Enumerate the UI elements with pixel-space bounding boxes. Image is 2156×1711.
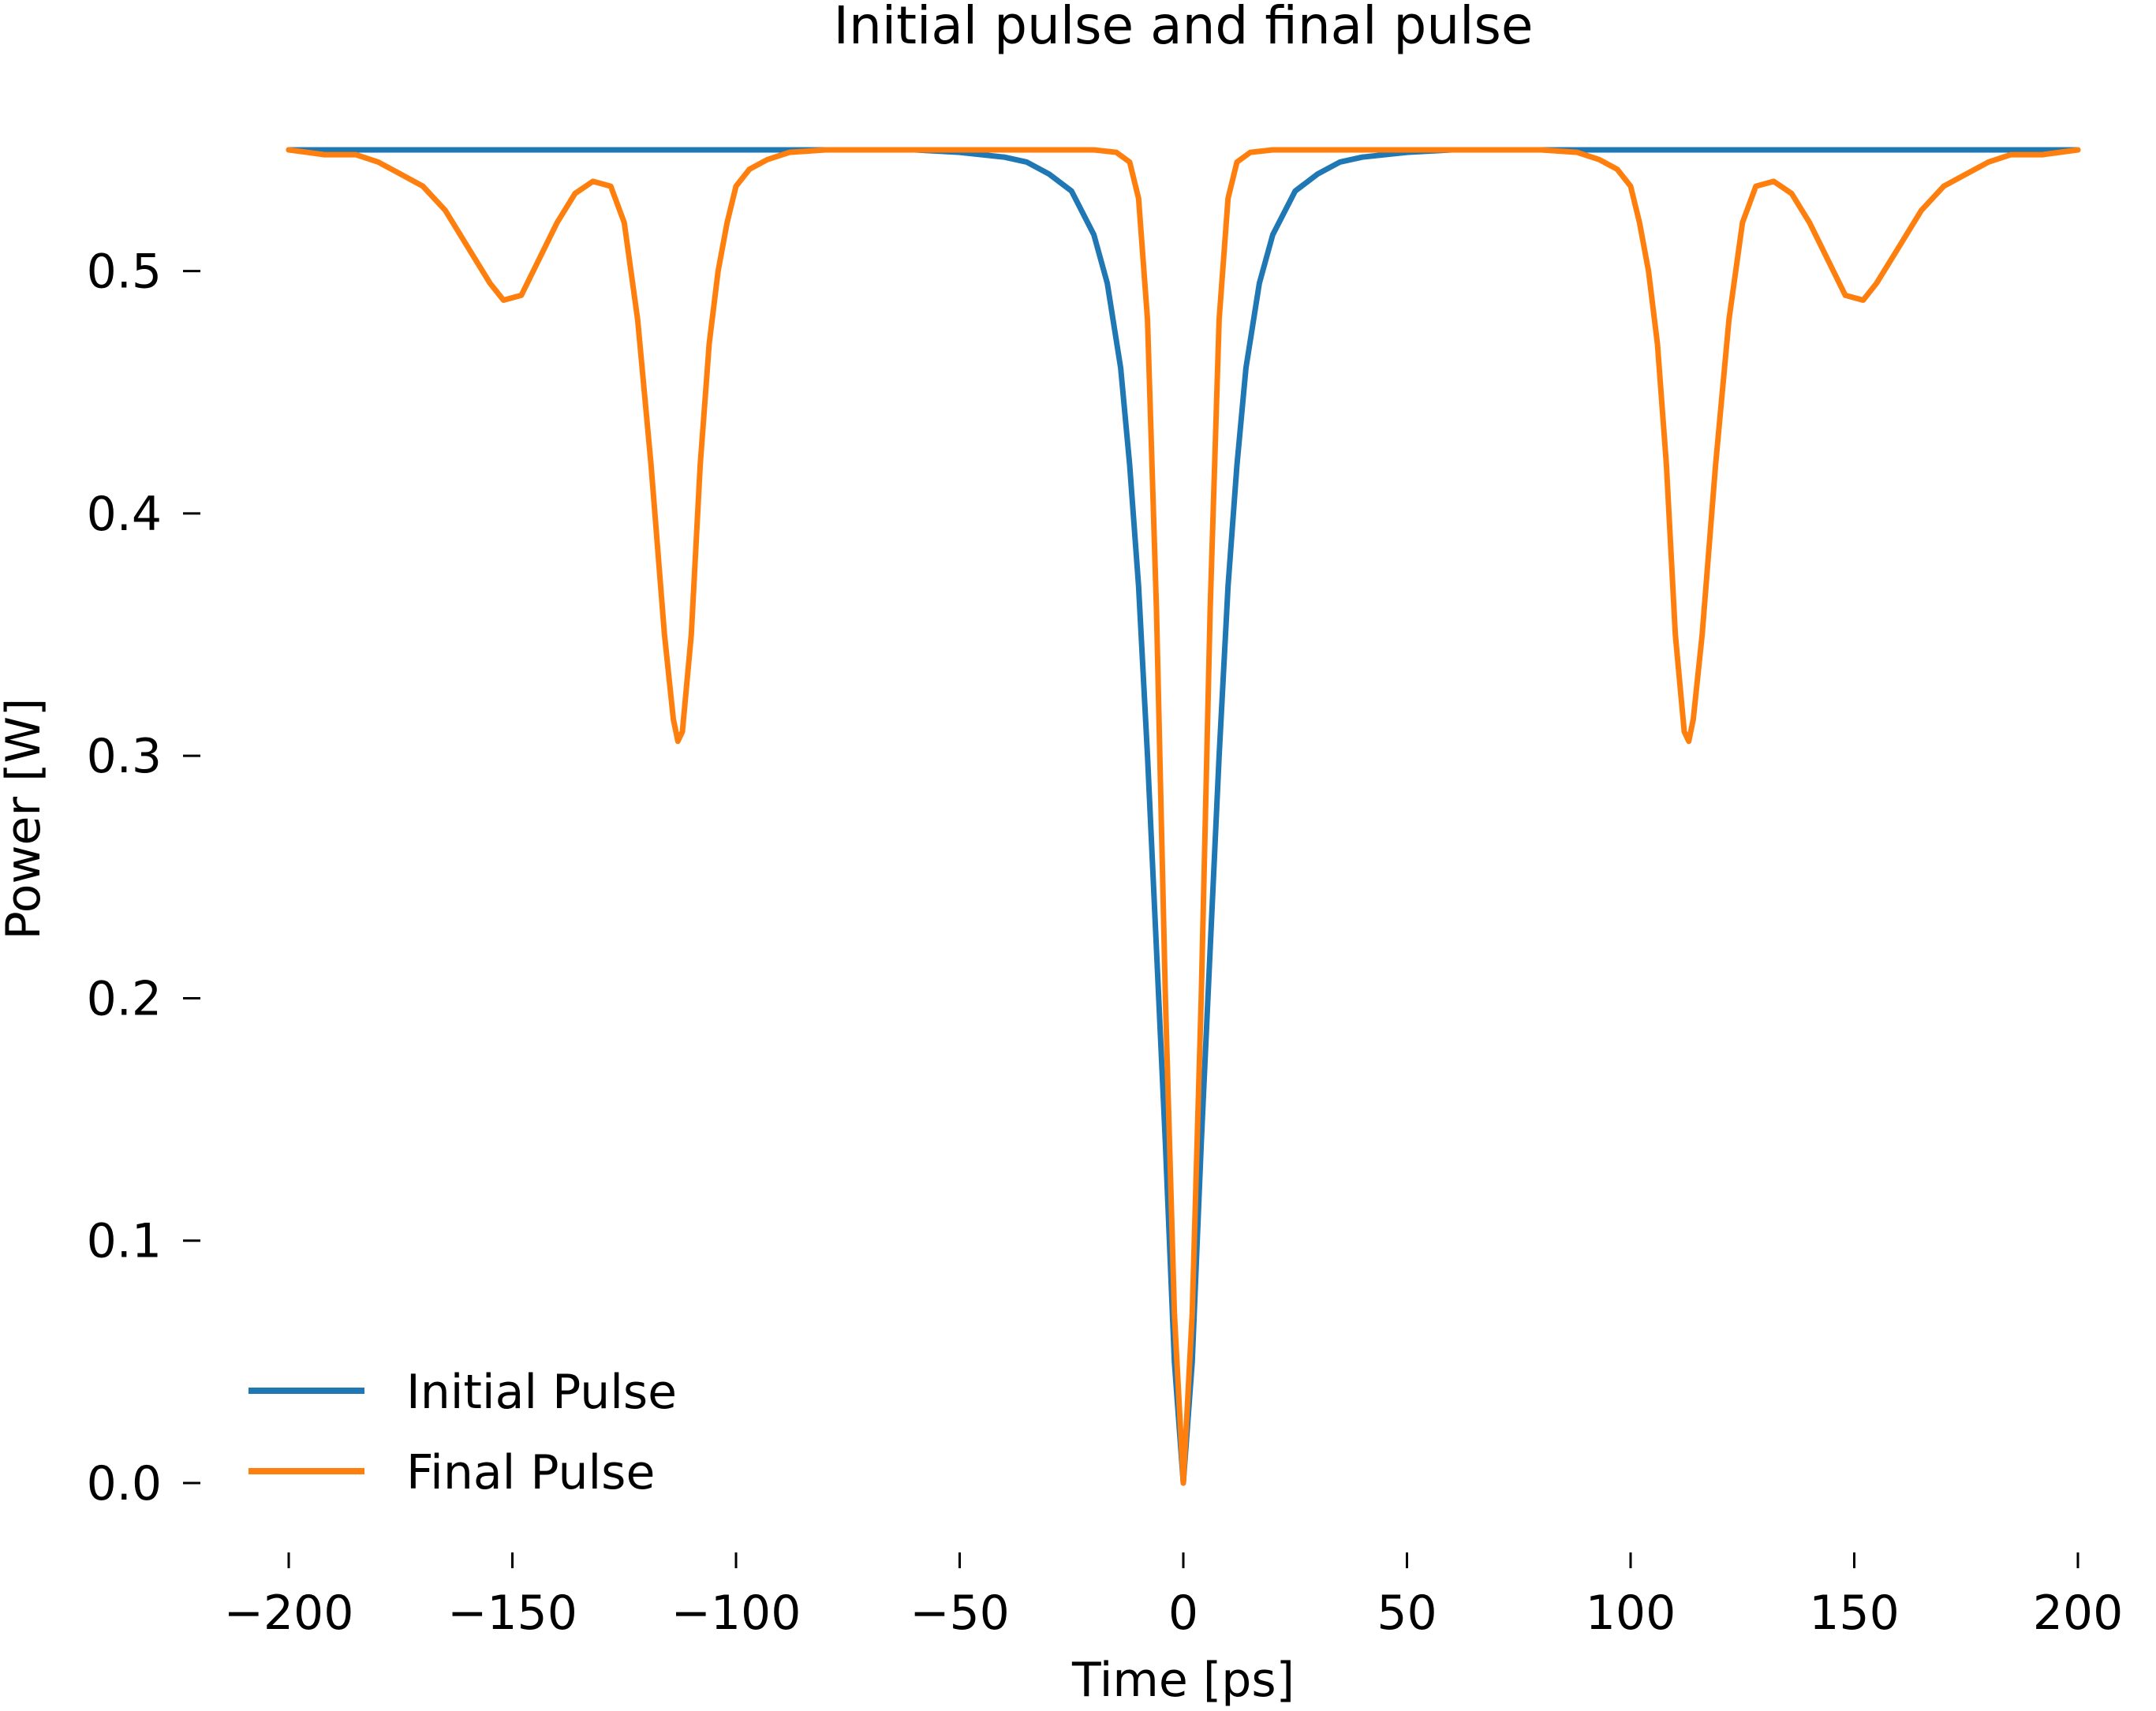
x-tick-label: 0 — [1168, 1586, 1198, 1641]
y-tick-label: 0.4 — [87, 487, 162, 542]
legend: Initial Pulse Final Pulse — [248, 1365, 677, 1500]
y-axis-label: Power [W] — [0, 698, 51, 940]
y-tick-label: 0.5 — [87, 245, 162, 300]
x-tick-label: 100 — [1586, 1586, 1676, 1641]
x-tick-label: −100 — [671, 1586, 801, 1641]
series-layer — [286, 147, 2081, 1486]
x-tick-label: 50 — [1377, 1586, 1437, 1641]
chart-title: Initial pulse and final pulse — [833, 0, 1533, 56]
x-axis-label: Time [ps] — [1071, 1653, 1295, 1707]
x-tick-label: −200 — [224, 1586, 354, 1641]
x-tick-label: 200 — [2033, 1586, 2124, 1641]
series-line-final-pulse — [286, 147, 2081, 1486]
y-tick-label: 0.0 — [87, 1456, 162, 1511]
series-line-initial-pulse — [286, 147, 2081, 1486]
legend-label: Final Pulse — [406, 1445, 655, 1500]
x-tick-label: −50 — [910, 1586, 1010, 1641]
y-tick-label: 0.1 — [87, 1214, 162, 1269]
x-axis-ticks: −200 −150 −100 −50 0 50 100 150 200 — [224, 1552, 2124, 1641]
y-tick-label: 0.2 — [87, 971, 162, 1026]
legend-label: Initial Pulse — [406, 1365, 677, 1420]
x-tick-label: −150 — [447, 1586, 577, 1641]
x-tick-label: 150 — [1809, 1586, 1900, 1641]
y-axis-ticks: 0.0 0.1 0.2 0.3 0.4 0.5 — [87, 245, 200, 1511]
y-tick-label: 0.3 — [87, 729, 162, 784]
